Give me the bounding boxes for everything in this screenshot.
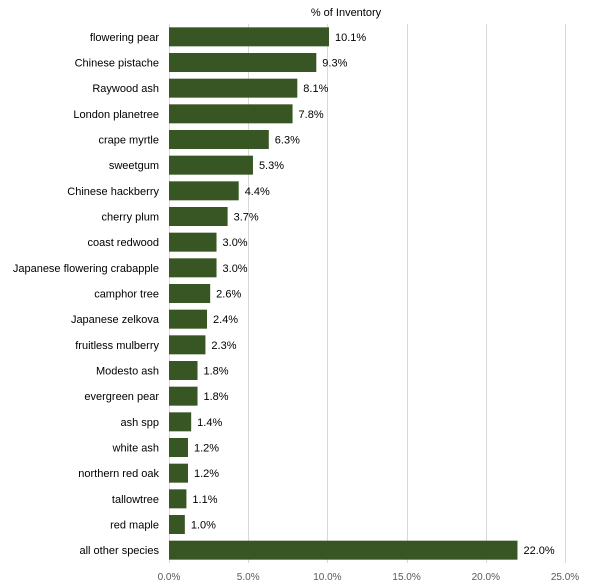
category-label: flowering pear [90, 32, 159, 44]
category-label: sweetgum [109, 160, 159, 172]
bar [169, 207, 228, 226]
bar [169, 489, 187, 509]
x-tick-label: 5.0% [237, 572, 260, 583]
bar [169, 412, 192, 432]
chart-title: % of Inventory [311, 7, 382, 19]
x-tick-label: 15.0% [392, 572, 420, 583]
x-tick-label: 10.0% [313, 572, 341, 583]
x-tick-label: 20.0% [472, 572, 500, 583]
x-tick-label: 25.0% [551, 572, 579, 583]
category-label: tallowtree [112, 494, 159, 506]
data-label: 5.3% [259, 160, 284, 172]
category-label: crape myrtle [98, 135, 159, 147]
category-label: camphor tree [94, 289, 159, 301]
data-label: 1.4% [197, 417, 222, 429]
category-label: Modesto ash [96, 366, 159, 378]
data-label: 1.2% [194, 443, 219, 455]
bar [169, 181, 239, 201]
bar [169, 232, 217, 252]
data-label: 1.1% [192, 494, 217, 506]
bar [169, 258, 217, 278]
category-label: white ash [112, 443, 159, 455]
data-label: 3.0% [223, 263, 248, 275]
bar [169, 284, 211, 303]
bar [169, 78, 298, 98]
bar [169, 104, 293, 124]
data-label: 1.2% [194, 468, 219, 480]
data-label: 2.4% [213, 314, 238, 326]
bar [169, 463, 189, 483]
category-label: Japanese flowering crabapple [13, 263, 159, 275]
category-label: Chinese hackberry [67, 186, 159, 198]
bar [169, 53, 317, 72]
category-label: London planetree [73, 109, 159, 121]
x-tick-label: 0.0% [158, 572, 181, 583]
data-label: 6.3% [275, 135, 300, 147]
data-label: 4.4% [245, 186, 270, 198]
bar [169, 361, 198, 380]
category-label: cherry plum [102, 212, 159, 224]
bar [169, 27, 329, 47]
data-label: 7.8% [299, 109, 324, 121]
bar [169, 309, 208, 329]
data-label: 1.8% [204, 391, 229, 403]
x-tick-labels: 0.0% 5.0% 10.0% 15.0% 20.0% 25.0% [158, 572, 580, 583]
category-label: ash spp [120, 417, 159, 429]
category-label: Japanese zelkova [71, 314, 160, 326]
data-label: 9.3% [322, 58, 347, 70]
bar [169, 515, 185, 534]
bars [169, 27, 518, 560]
category-label: Raywood ash [92, 83, 159, 95]
data-label: 2.6% [216, 289, 241, 301]
category-labels: flowering pear Chinese pistache Raywood as… [13, 32, 160, 557]
category-label: evergreen pear [84, 391, 159, 403]
category-label: red maple [110, 520, 159, 532]
data-label: 2.3% [211, 340, 236, 352]
category-label: Chinese pistache [75, 58, 159, 70]
data-label: 8.1% [303, 83, 328, 95]
data-label: 22.0% [523, 545, 554, 557]
category-label: fruitless mulberry [75, 340, 159, 352]
category-label: all other species [80, 545, 160, 557]
data-label: 1.8% [204, 366, 229, 378]
data-labels: 10.1% 9.3% 8.1% 7.8% 6.3% 5.3% 4.4% 3.7% 3.0% 3.0… [191, 32, 555, 557]
bar [169, 438, 189, 457]
bar [169, 155, 253, 175]
data-label: 1.0% [191, 520, 216, 532]
category-label: northern red oak [78, 468, 159, 480]
bar [169, 335, 206, 355]
bar [169, 386, 198, 406]
category-label: coast redwood [87, 237, 159, 249]
bar [169, 130, 269, 149]
data-label: 3.0% [223, 237, 248, 249]
bar [169, 540, 518, 560]
data-label: 3.7% [234, 212, 259, 224]
data-label: 10.1% [335, 32, 366, 44]
